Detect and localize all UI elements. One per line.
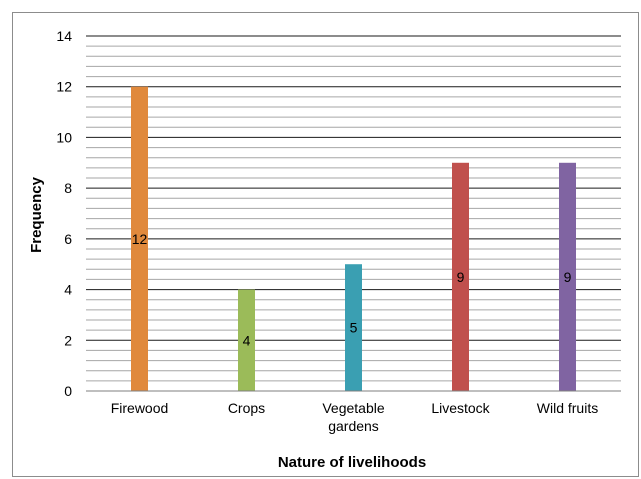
bar (238, 289, 255, 391)
bars (131, 86, 576, 391)
chart-frame (12, 12, 639, 477)
data-label: 9 (564, 269, 572, 285)
data-labels: 12 4 5 9 9 (132, 231, 572, 348)
x-tick-label: Livestock (431, 400, 490, 416)
y-tick-label: 8 (64, 180, 72, 196)
x-axis-title: Nature of livelihoods (278, 454, 426, 471)
bar (452, 162, 469, 391)
y-tick-label: 0 (64, 383, 72, 399)
data-label: 4 (243, 332, 251, 348)
bar (131, 86, 148, 391)
y-tick-label: 10 (56, 129, 72, 145)
y-tick-label: 4 (64, 282, 72, 298)
x-axis-categories: Firewood Crops Vegetable gardens Livestock Wi… (111, 400, 599, 434)
data-label: 12 (132, 231, 148, 247)
y-tick-label: 2 (64, 332, 72, 348)
y-tick-label: 14 (56, 28, 72, 44)
data-label: 5 (350, 320, 358, 336)
y-axis-title: Frequency (28, 176, 45, 253)
x-tick-label: Wild fruits (537, 400, 598, 416)
bar (345, 264, 362, 391)
bar (559, 162, 576, 391)
x-tick-label: Firewood (111, 400, 169, 416)
y-tick-label: 12 (56, 79, 72, 95)
x-tick-label: Crops (228, 400, 265, 416)
data-label: 9 (457, 269, 465, 285)
y-axis-ticks: 0 2 4 6 8 10 12 14 (56, 28, 72, 399)
x-tick-label: gardens (328, 418, 379, 434)
y-tick-label: 6 (64, 231, 72, 247)
x-tick-label: Vegetable (322, 400, 384, 416)
